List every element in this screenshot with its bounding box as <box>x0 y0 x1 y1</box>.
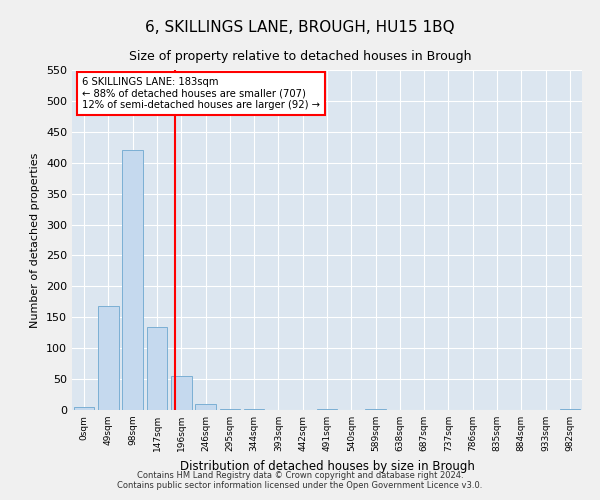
Y-axis label: Number of detached properties: Number of detached properties <box>31 152 40 328</box>
Bar <box>74 407 94 410</box>
Text: Size of property relative to detached houses in Brough: Size of property relative to detached ho… <box>129 50 471 63</box>
X-axis label: Distribution of detached houses by size in Brough: Distribution of detached houses by size … <box>179 460 475 472</box>
Text: 6 SKILLINGS LANE: 183sqm
← 88% of detached houses are smaller (707)
12% of semi-: 6 SKILLINGS LANE: 183sqm ← 88% of detach… <box>82 77 320 110</box>
Bar <box>122 150 143 410</box>
Bar <box>98 306 119 410</box>
Text: Contains HM Land Registry data © Crown copyright and database right 2024.
Contai: Contains HM Land Registry data © Crown c… <box>118 470 482 490</box>
Bar <box>171 376 191 410</box>
Text: 6, SKILLINGS LANE, BROUGH, HU15 1BQ: 6, SKILLINGS LANE, BROUGH, HU15 1BQ <box>145 20 455 35</box>
Bar <box>146 326 167 410</box>
Bar <box>195 404 216 410</box>
